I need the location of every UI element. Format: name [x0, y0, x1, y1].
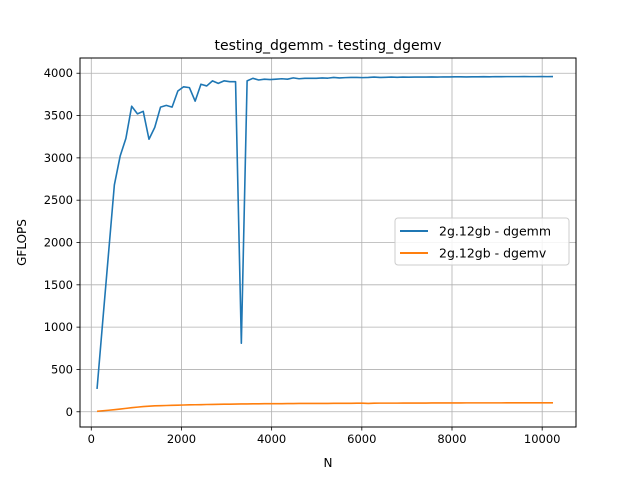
legend-box — [394, 217, 570, 266]
x-tick-label: 6000 — [347, 432, 376, 446]
y-tick-label: 2500 — [44, 193, 73, 207]
y-tick-label: 3500 — [44, 109, 73, 123]
y-tick-label: 3000 — [44, 151, 73, 165]
y-tick-label: 1500 — [44, 278, 73, 292]
x-tick-label: 10000 — [524, 432, 561, 446]
legend: 2g.12gb - dgemm 2g.12gb - dgemv — [394, 217, 570, 266]
y-tick-label: 4000 — [44, 66, 73, 80]
series-line-dgemv — [96, 401, 553, 413]
legend-label-dgemv: 2g.12gb - dgemv — [439, 246, 547, 261]
series-line-dgemm — [96, 75, 554, 389]
chart-title: testing_dgemm - testing_dgemv — [215, 38, 442, 54]
y-tick-label: 500 — [51, 362, 73, 376]
x-axis-label: N — [324, 456, 333, 470]
y-axis-label: GFLOPS — [15, 219, 29, 266]
axis-ticks: 0 2000 4000 6000 8000 10000 0 500 1000 1500 2000 25… — [44, 66, 561, 446]
x-tick-label: 2000 — [167, 432, 196, 446]
legend-label-dgemm: 2g.12gb - dgemm — [439, 224, 551, 239]
y-tick-label: 0 — [66, 405, 73, 419]
y-tick-label: 2000 — [44, 236, 73, 250]
series-lines — [96, 75, 554, 413]
y-tick-label: 1000 — [44, 320, 73, 334]
x-tick-label: 8000 — [437, 432, 466, 446]
x-tick-label: 0 — [88, 432, 95, 446]
x-tick-label: 4000 — [257, 432, 286, 446]
